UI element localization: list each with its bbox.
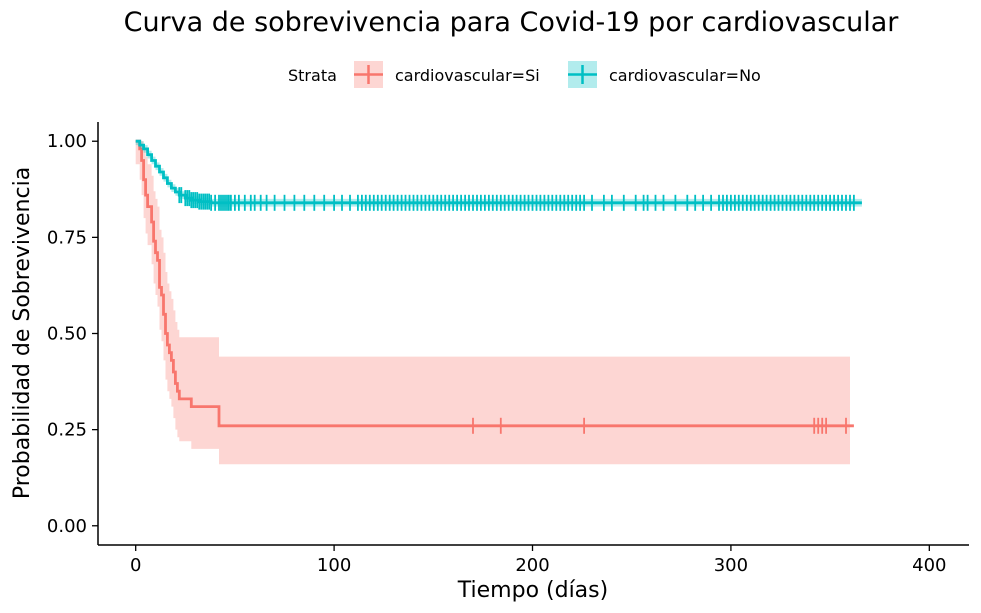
x-tick-label: 300 [714,555,748,576]
legend-label-no: cardiovascular=No [609,66,761,85]
y-tick-label: 1.00 [47,131,87,152]
x-axis-title: Tiempo (días) [457,578,608,603]
legend: Strata cardiovascular=Si cardiovascular=… [288,61,761,88]
x-tick-label: 400 [912,555,946,576]
plot-area [135,139,862,465]
survival-line-no [135,139,862,205]
ci-band-si [135,141,850,465]
x-tick-label: 0 [130,555,141,576]
legend-key-si [354,61,383,88]
x-tick-label: 100 [317,555,351,576]
y-tick-label: 0.50 [47,324,87,345]
y-axis-title: Probabilidad de Sobrevivencia [10,167,35,499]
legend-title: Strata [288,66,337,85]
legend-label-si: cardiovascular=Si [395,66,540,85]
legend-key-no [568,61,597,88]
y-tick-label: 0.25 [47,420,87,441]
y-tick-label: 0.75 [47,227,87,248]
chart-title: Curva de sobrevivencia para Covid-19 por… [124,7,900,38]
survival-line-si [135,139,854,428]
axes: 0 100 200 300 400 0.00 0.25 0.50 0.75 1.00 [47,122,969,576]
x-tick-label: 200 [515,555,549,576]
y-tick-label: 0.00 [47,516,87,537]
